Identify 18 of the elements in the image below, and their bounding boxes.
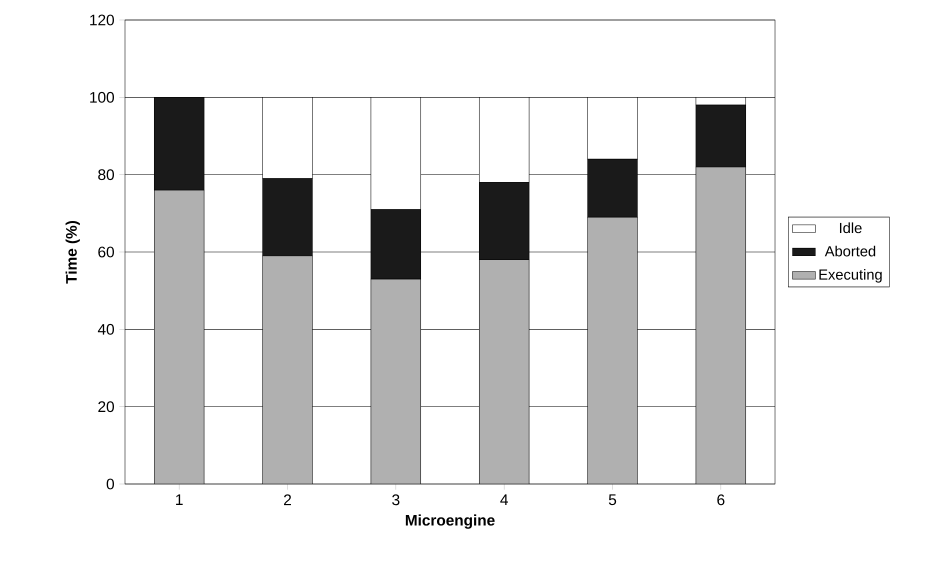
x-axis-title: Microengine [406,514,495,529]
legend-label: Aborted [824,246,876,256]
y-tick-label: 0 [106,478,114,490]
y-tick-label: 20 [98,401,114,412]
y-tick-label: 40 [98,324,114,335]
y-tick-label: 80 [98,169,114,180]
legend-label: Executing [819,268,882,283]
x-tick-label: 3 [392,494,400,506]
y-tick-label: 120 [90,14,114,26]
x-tick-label: 5 [608,494,616,506]
x-tick-label: 6 [717,494,724,506]
legend-label: Idle [840,222,862,234]
y-tick-label: 100 [90,92,114,103]
x-tick-label: 4 [500,494,508,505]
x-tick-label: 1 [176,494,183,505]
x-tick-label: 2 [284,494,291,506]
y-axis-title: Time (%) [66,220,80,284]
y-tick-label: 60 [98,246,114,258]
